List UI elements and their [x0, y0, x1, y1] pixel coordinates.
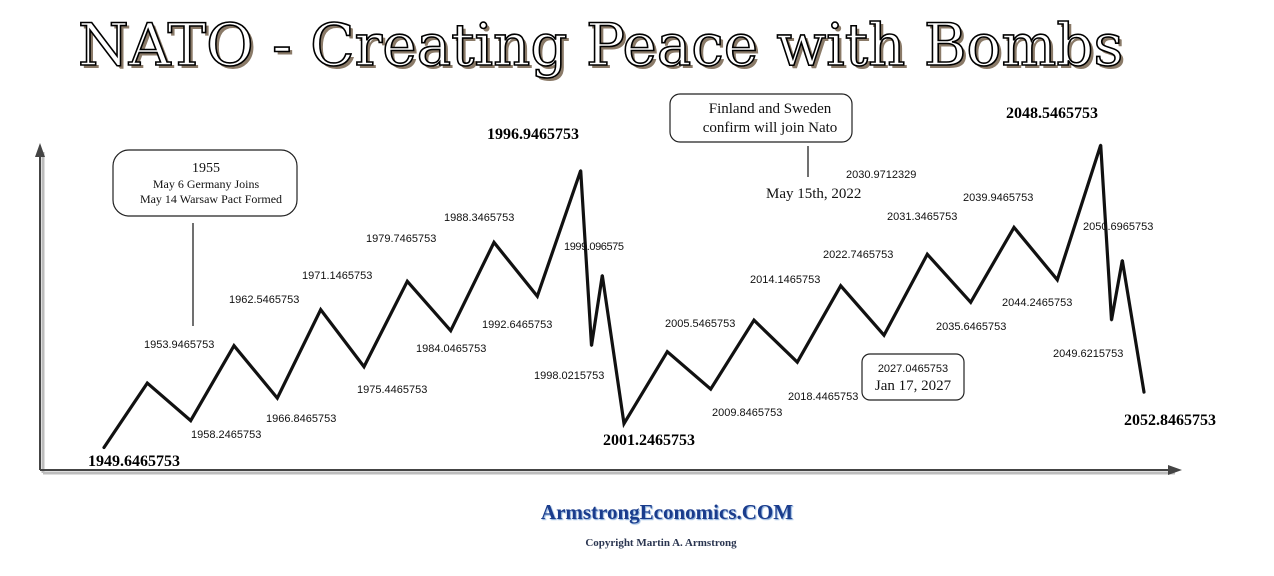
point-label-9: 1988.3465753	[444, 212, 514, 224]
data-point-20	[882, 334, 886, 337]
annotation-finland-line-1: confirm will join Nato	[703, 120, 838, 136]
data-point-0	[102, 446, 106, 449]
data-point-14	[622, 422, 626, 425]
annotation-2027-box	[861, 353, 965, 401]
point-label-27: 2050.6965753	[1083, 221, 1153, 233]
data-point-18	[796, 361, 799, 364]
data-point-23	[1012, 226, 1016, 229]
annotation-1955-line-0: 1955	[192, 161, 220, 176]
data-point-1	[146, 381, 149, 385]
annotation-may-2022: May 15th, 2022	[766, 186, 861, 202]
data-point-25	[1099, 143, 1102, 147]
point-label-4: 1966.8465753	[266, 413, 336, 425]
point-label-25: 2048.5465753	[1006, 105, 1098, 122]
data-point-16	[709, 387, 712, 391]
point-label-14: 2001.2465753	[603, 432, 695, 449]
data-point-11	[579, 169, 582, 172]
data-point-3	[232, 344, 236, 347]
page-title: NATO - Creating Peace with Bombs	[77, 10, 1124, 80]
data-point-15	[666, 350, 669, 353]
annotation-2027-line-1: Jan 17, 2027	[875, 378, 952, 394]
point-label-16: 2009.8465753	[712, 407, 782, 419]
point-label-13: 1999.096575	[564, 241, 624, 253]
data-point-26	[1110, 319, 1113, 322]
point-label-2: 1958.2465753	[191, 429, 261, 441]
data-point-19	[839, 284, 842, 287]
point-label-22: 2035.6465753	[936, 321, 1006, 333]
data-point-28	[1142, 390, 1146, 394]
data-point-9	[492, 241, 496, 244]
annotation-1955-line-1: May 6 Germany Joins	[153, 177, 260, 191]
data-point-7	[406, 280, 409, 283]
data-point-24	[1056, 278, 1059, 281]
y-axis-arrow	[35, 143, 45, 157]
point-label-19: 2022.7465753	[823, 249, 893, 261]
data-point-27	[1121, 259, 1124, 262]
x-axis-arrow	[1168, 465, 1182, 475]
point-label-12: 1998.0215753	[534, 370, 604, 382]
data-point-6	[362, 365, 366, 368]
point-label-15: 2005.5465753	[665, 318, 735, 330]
data-point-12	[590, 344, 593, 347]
point-label-3: 1962.5465753	[229, 294, 299, 306]
brand-name: ArmstrongEconomics.COM	[540, 500, 794, 524]
annotation-1955-box	[112, 149, 298, 217]
point-label-8: 1984.0465753	[416, 343, 486, 355]
point-label-1: 1953.9465753	[144, 339, 214, 351]
point-label-26: 2049.6215753	[1053, 348, 1123, 360]
point-label-10: 1992.6465753	[482, 319, 552, 331]
point-label-0: 1949.6465753	[88, 453, 180, 470]
data-point-5	[319, 308, 322, 311]
data-point-17	[752, 319, 756, 322]
data-point-4	[276, 396, 279, 400]
point-label-17: 2014.1465753	[750, 274, 820, 286]
data-point-22	[969, 301, 972, 304]
annotation-1955-line-2: May 14 Warsaw Pact Formed	[140, 192, 282, 206]
annotation-finland-box	[669, 93, 853, 143]
point-label-28: 2052.8465753	[1124, 412, 1216, 429]
point-label-23: 2039.9465753	[963, 192, 1033, 204]
data-point-2	[189, 419, 192, 422]
data-point-8	[449, 329, 452, 332]
annotation-2027-line-0: 2027.0465753	[878, 363, 948, 375]
copyright: Copyright Martin A. Armstrong	[585, 537, 737, 549]
point-label-18: 2018.4465753	[788, 391, 858, 403]
point-label-7: 1979.7465753	[366, 233, 436, 245]
point-label-11: 1996.9465753	[487, 126, 579, 143]
data-point-10	[536, 295, 539, 298]
point-label-6: 1975.4465753	[357, 384, 427, 396]
point-label-20: 2030.9712329	[846, 169, 916, 181]
data-point-21	[926, 253, 929, 256]
point-label-24: 2044.2465753	[1002, 297, 1072, 309]
data-point-13	[601, 274, 604, 277]
point-label-5: 1971.1465753	[302, 270, 372, 282]
point-label-21: 2031.3465753	[887, 211, 957, 223]
annotation-finland-line-0: Finland and Sweden	[709, 101, 832, 117]
